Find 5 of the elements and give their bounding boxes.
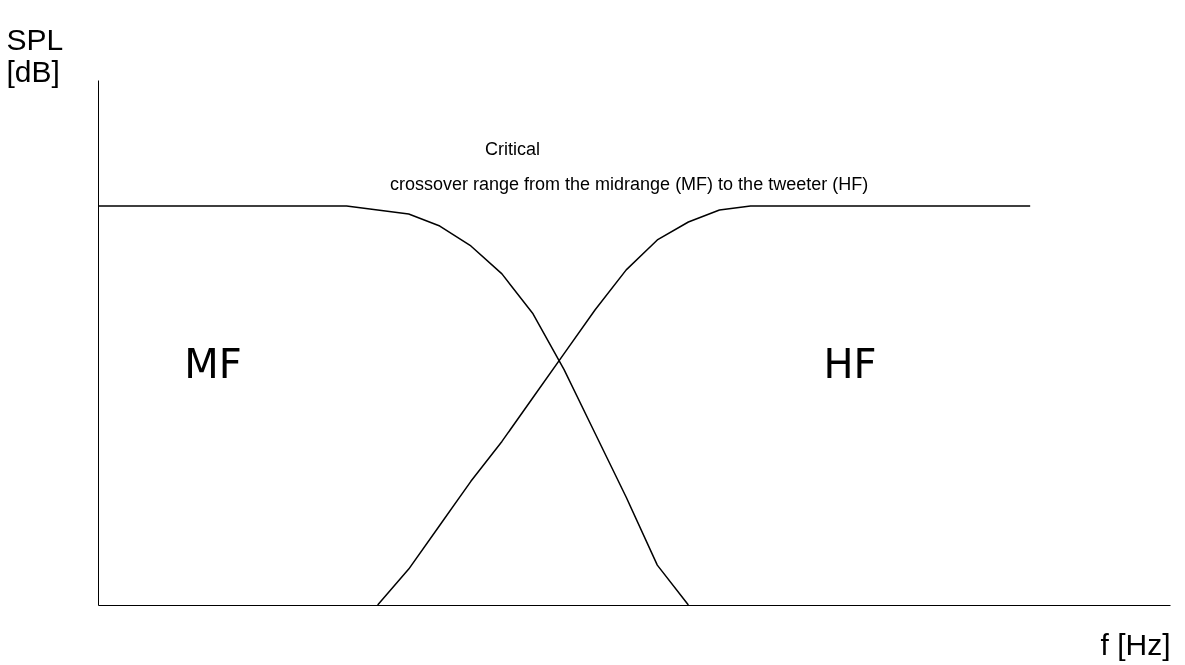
annotation: HF [823,340,877,387]
y-axis-title: SPL [dB] [6,22,64,88]
x-axis-title: f [Hz] [1100,627,1171,661]
text: Critical crossover range from the midrange (MF) to the tweeter (HF) [390,139,869,194]
annotation: MF [184,340,242,387]
